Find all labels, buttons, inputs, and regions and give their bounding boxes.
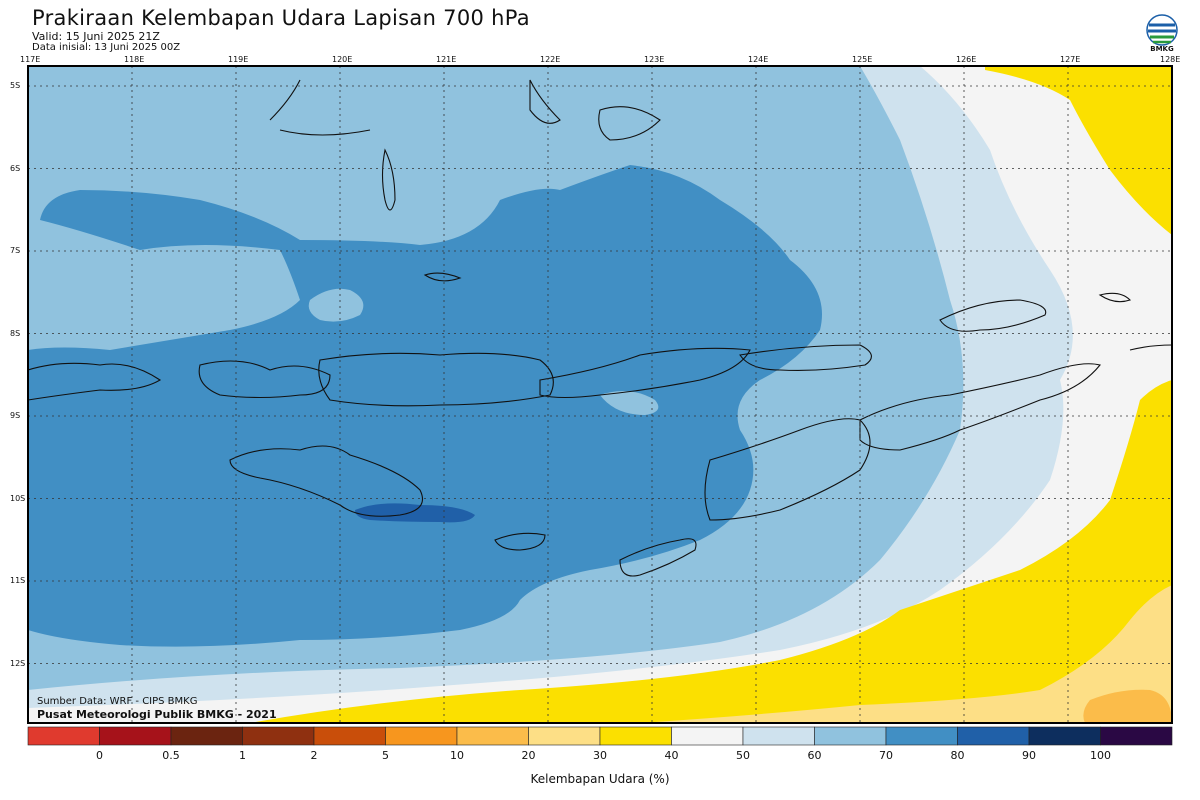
legend-swatch [170,726,243,746]
legend-label: 50 [736,749,750,762]
rh-band-30-40-bottom [250,380,1172,723]
legend-label: 70 [879,749,893,762]
legend-swatch [242,726,315,746]
map-frame [27,65,1173,724]
data-source: Sumber Data: WRF - CIPS BMKG [37,696,198,707]
legend-label: 1 [239,749,246,762]
legend-swatch [599,726,672,746]
legend-swatch [671,726,744,746]
rh-patch-light-2 [600,391,659,415]
rh-band-10-20 [1083,689,1172,723]
map-title: Prakiraan Kelembapan Udara Lapisan 700 h… [32,6,530,30]
legend-swatch [528,726,601,746]
rh-band-50-60 [28,66,1172,723]
coastlines [28,79,1172,577]
legend-label: 30 [593,749,607,762]
valid-time: Valid: 15 Juni 2025 21Z [32,30,160,43]
color-legend: 0 0.5 1 2 5 10 20 30 40 50 60 70 80 90 100 [27,726,1173,762]
longitude-label: 124E [748,55,769,64]
legend-swatch [99,726,172,746]
longitude-label: 118E [124,55,145,64]
legend-label: 2 [311,749,318,762]
longitude-label: 120E [332,55,353,64]
longitude-label: 122E [540,55,561,64]
legend-swatch [313,726,386,746]
latitude-label: 9S [10,411,21,420]
legend-swatch [885,726,958,746]
init-time: Data inisial: 13 Juni 2025 00Z [32,42,181,53]
latitude-label: 7S [10,246,21,255]
latitude-label: 10S [10,493,26,503]
legend-label: 20 [522,749,536,762]
legend-label: 0.5 [162,749,180,762]
legend-label: 100 [1090,749,1111,762]
logo-label: BMKG [1150,45,1174,53]
latitude-label: 5S [10,81,21,90]
latitude-label: 12S [10,658,26,668]
legend-label: 10 [450,749,464,762]
legend-swatch [1100,726,1173,746]
legend-label: 40 [665,749,679,762]
longitude-label: 121E [436,55,457,64]
legend-swatch [456,726,529,746]
longitude-label: 126E [956,55,977,64]
legend-swatch [385,726,458,746]
longitude-label: 119E [228,55,249,64]
legend-swatch [1028,726,1101,746]
credit: Pusat Meteorologi Publik BMKG - 2021 [37,708,277,721]
legend-swatch [27,726,100,746]
latitude-label: 6S [10,163,21,173]
rh-band-30-40-top [985,66,1172,235]
latitude-label: 11S [10,576,26,585]
longitude-label: 123E [644,55,665,64]
legend-label: 60 [808,749,822,762]
longitude-label: 127E [1060,55,1081,64]
legend-label: 90 [1022,749,1036,762]
legend-swatch [742,726,815,746]
longitude-label: 125E [852,55,873,64]
longitude-label: 128E [1160,55,1181,64]
legend-label: 0 [96,749,103,762]
bmkg-logo-icon [1146,14,1178,46]
rh-band-80-90 [355,503,475,523]
legend-title: Kelembapan Udara (%) [530,772,670,786]
graticule [28,66,1172,723]
rh-patch-light [308,288,364,322]
latitude-label: 8S [10,328,21,338]
legend-swatch [957,726,1030,746]
legend-label: 80 [951,749,965,762]
legend-swatch [814,726,887,746]
legend-label: 5 [382,749,389,762]
longitude-label: 117E [20,55,41,64]
